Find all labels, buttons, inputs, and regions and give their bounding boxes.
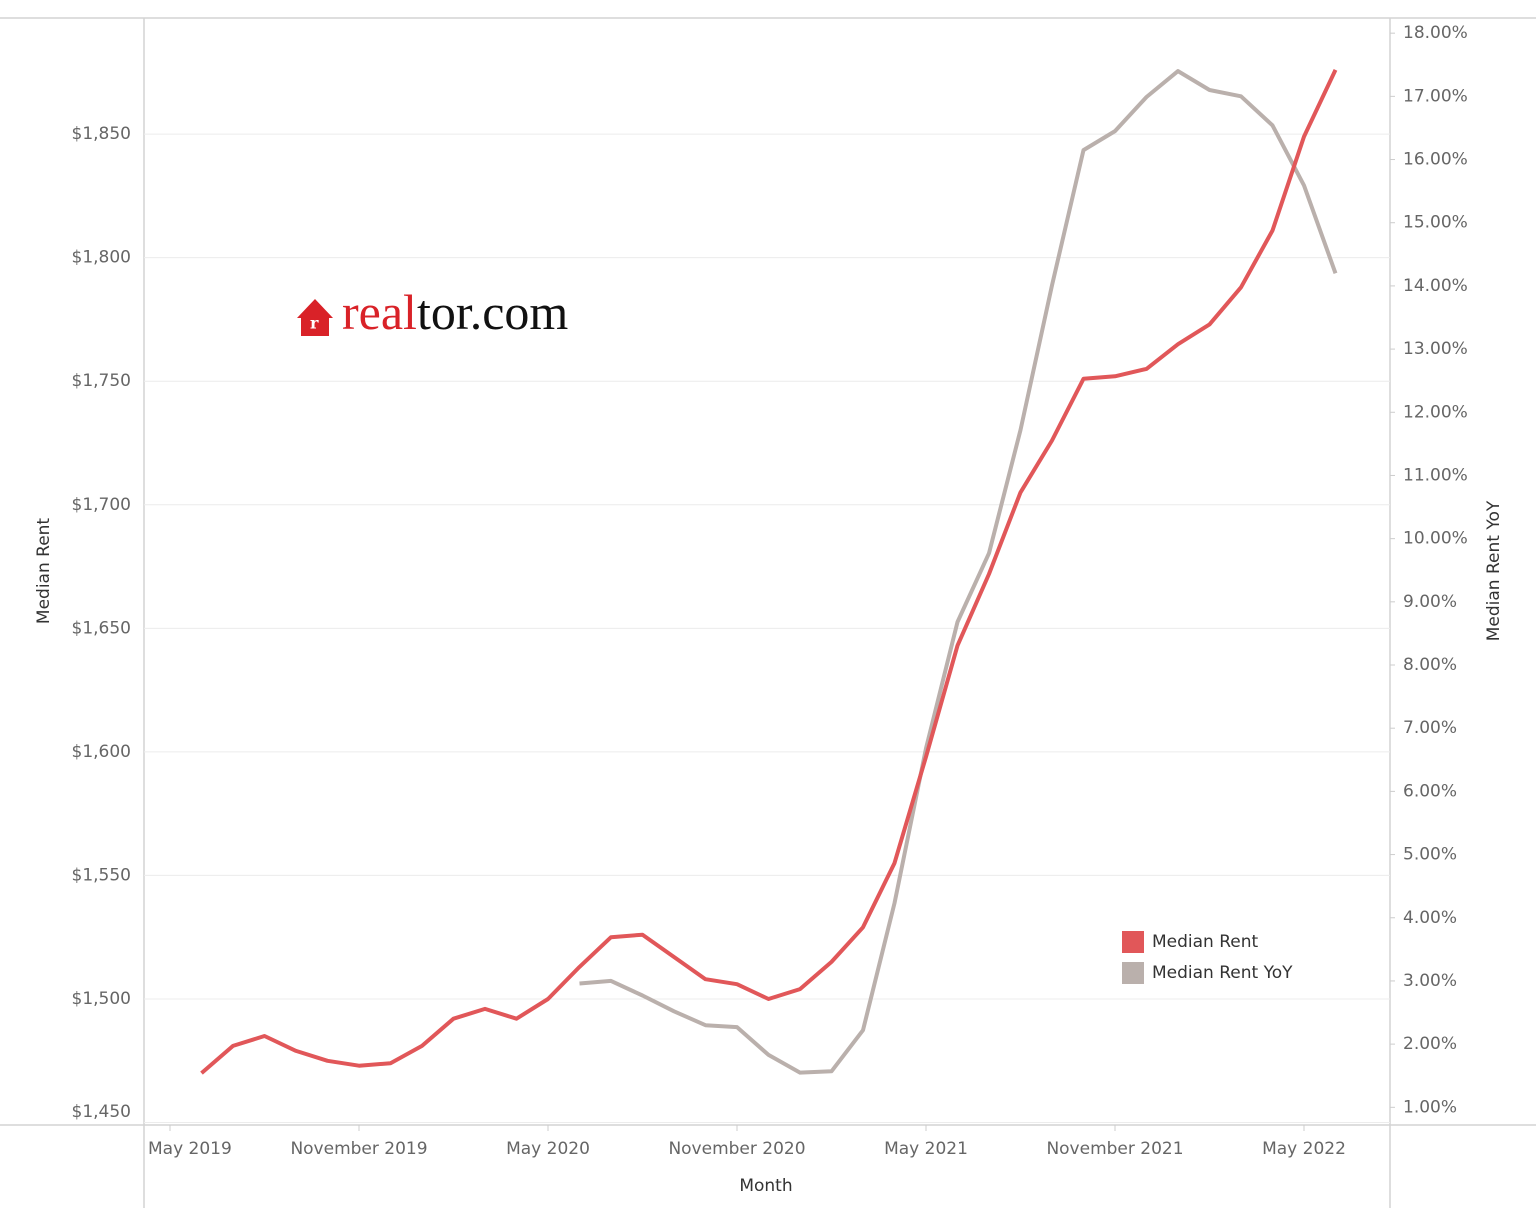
logo-part: tor.com <box>417 284 568 340</box>
y2-tick-label: 9.00% <box>1403 592 1457 612</box>
y2-tick-label: 13.00% <box>1403 339 1468 359</box>
y2-tick-label: 7.00% <box>1403 718 1457 738</box>
y2-tick-label: 15.00% <box>1403 213 1468 233</box>
y2-tick-label: 5.00% <box>1403 845 1457 865</box>
x-tick-label: May 2021 <box>884 1139 968 1159</box>
y2-tick-label: 16.00% <box>1403 150 1468 170</box>
x-tick-label: May 2019 <box>148 1139 232 1159</box>
y2-tick-label: 4.00% <box>1403 908 1457 928</box>
y2-tick-label: 12.00% <box>1403 402 1468 422</box>
y-tick-label: $1,600 <box>72 742 131 762</box>
x-tick-label: November 2020 <box>668 1139 805 1159</box>
y-tick-label: $1,500 <box>72 989 131 1009</box>
y2-tick-label: 6.00% <box>1403 781 1457 801</box>
y-tick-label: $1,450 <box>72 1102 131 1122</box>
y-axis-title: Median Rent <box>34 518 54 625</box>
y2-tick-label: 14.00% <box>1403 276 1468 296</box>
logo-r: r <box>310 314 319 333</box>
y2-tick-label: 2.00% <box>1403 1034 1457 1054</box>
x-tick-label: November 2019 <box>290 1139 427 1159</box>
y2-tick-label: 8.00% <box>1403 655 1457 675</box>
legend-label: Median Rent YoY <box>1152 963 1293 983</box>
legend-swatch <box>1122 962 1144 984</box>
y-tick-label: $1,700 <box>72 495 131 515</box>
y2-tick-label: 17.00% <box>1403 86 1468 106</box>
y-tick-label: $1,750 <box>72 371 131 391</box>
y-tick-label: $1,550 <box>72 865 131 885</box>
logo: r realtor.com <box>297 284 568 340</box>
y-tick-label: $1,650 <box>72 618 131 638</box>
legend-label: Median Rent <box>1152 932 1259 952</box>
y2-axis-title: Median Rent YoY <box>1484 500 1504 641</box>
y2-tick-label: 11.00% <box>1403 465 1468 485</box>
legend-swatch <box>1122 931 1144 953</box>
series-line <box>579 69 1338 1075</box>
y-tick-label: $1,800 <box>72 248 131 268</box>
x-axis-title: Month <box>739 1176 792 1196</box>
y-tick-label: $1,850 <box>72 124 131 144</box>
y2-tick-label: 18.00% <box>1403 23 1468 43</box>
logo-part: real <box>342 284 417 340</box>
logo-house <box>297 299 333 336</box>
x-tick-label: May 2022 <box>1262 1139 1346 1159</box>
x-tick-label: May 2020 <box>506 1139 590 1159</box>
y2-tick-label: 3.00% <box>1403 971 1457 991</box>
x-tick-label: November 2021 <box>1046 1139 1183 1159</box>
y2-tick-label: 10.00% <box>1403 529 1468 549</box>
y2-tick-label: 1.00% <box>1403 1097 1457 1117</box>
logo-text: realtor.com <box>342 284 568 340</box>
series-line <box>200 69 1338 1075</box>
